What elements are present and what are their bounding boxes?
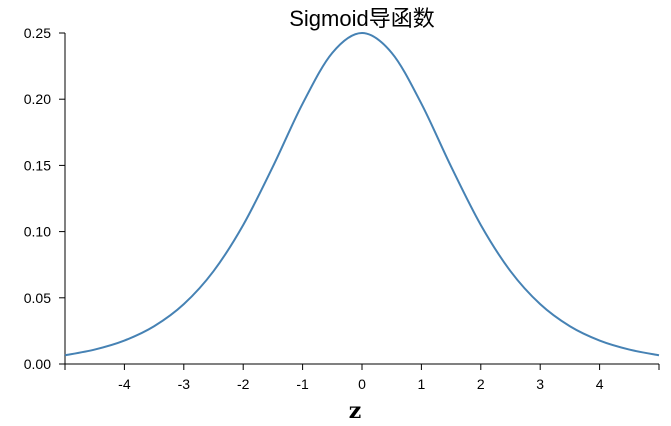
x-tick-label: 1	[418, 376, 426, 392]
sigmoid-derivative-line	[64, 31, 660, 357]
y-tick-label: 0.10	[24, 224, 51, 240]
y-tick-label: 0.15	[24, 157, 51, 173]
x-tick-label: 2	[477, 376, 485, 392]
y-tick-label: 0.20	[24, 91, 51, 107]
x-tick-label: -2	[237, 376, 250, 392]
y-tick-label: 0.25	[24, 25, 51, 41]
x-tick-label: 3	[536, 376, 544, 392]
x-tick-label: 0	[358, 376, 366, 392]
x-axis-label: z	[349, 398, 362, 424]
x-tick-label: -3	[178, 376, 191, 392]
y-tick-label: 0.00	[24, 356, 51, 372]
axes: 0.00 0.05 0.10 0.15 0.20 0.25 -4 -3 -2 -1 0 1 2 3 4	[24, 25, 660, 392]
x-tick-label: 4	[596, 376, 604, 392]
y-tick-label: 0.05	[24, 290, 51, 306]
chart-title: Sigmoid导函数	[289, 6, 434, 31]
x-tick-label: -1	[296, 376, 309, 392]
x-tick-label: -4	[118, 376, 131, 392]
